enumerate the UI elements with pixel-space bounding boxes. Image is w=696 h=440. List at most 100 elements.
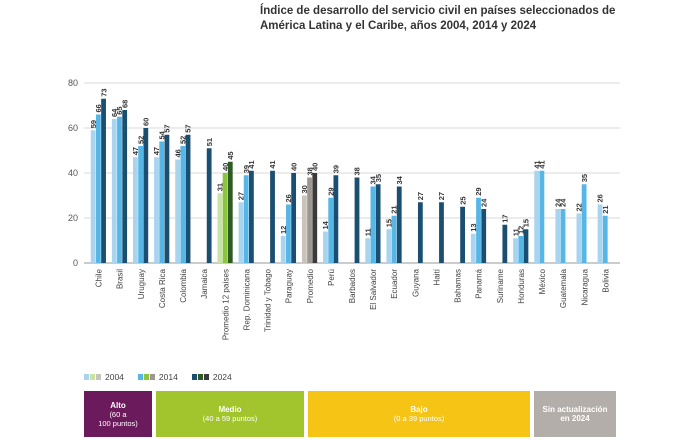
data-label: 26 — [596, 194, 605, 202]
legend-swatch — [84, 374, 89, 380]
data-label: 13 — [469, 223, 478, 231]
bar — [227, 161, 233, 263]
bar — [238, 202, 244, 263]
bar — [185, 134, 191, 263]
band-sin-actualizacion: Sin actualización en 2024 — [534, 391, 616, 437]
bar — [470, 233, 476, 263]
band-range: 100 puntos) — [98, 418, 138, 428]
data-label: 22 — [575, 203, 584, 211]
bar — [312, 173, 318, 263]
bar — [101, 98, 106, 263]
x-tick-label: Guatemala — [559, 268, 568, 308]
data-label: 41 — [247, 160, 256, 168]
data-label: 47 — [152, 147, 161, 155]
band-bajo: Bajo (0 a 39 puntos) — [308, 391, 530, 437]
x-tick-label: Promedio — [306, 268, 315, 303]
data-label: 41 — [268, 160, 277, 168]
band-range: (40 a 59 puntos) — [202, 414, 258, 423]
legend-swatch — [197, 374, 203, 380]
data-label: 17 — [501, 214, 510, 222]
bar — [222, 173, 228, 263]
x-tick-label: Colombia — [179, 268, 188, 302]
bar — [439, 202, 444, 263]
x-tick-label: Brasil — [116, 269, 125, 289]
data-label: 40 — [289, 163, 298, 171]
data-label: 41 — [538, 160, 547, 168]
data-label: 68 — [120, 100, 129, 108]
x-tick-label: Paraguay — [285, 269, 294, 303]
data-label: 15 — [522, 219, 531, 227]
data-label: 40 — [310, 163, 319, 171]
band-medio: Medio (40 a 59 puntos) — [156, 391, 304, 437]
bar — [460, 206, 465, 263]
band-name: Sin actualización — [542, 405, 608, 414]
data-label: 29 — [326, 187, 335, 195]
data-label: 27 — [237, 192, 246, 200]
data-label: 30 — [300, 185, 309, 193]
data-label: 54 — [157, 130, 166, 139]
legend-item-2014: 2014 — [137, 372, 178, 382]
x-tick-label: Guyana — [411, 268, 420, 297]
x-tick-label: Bolivia — [601, 268, 610, 292]
bar — [307, 177, 312, 263]
bar — [523, 229, 529, 263]
data-label: 29 — [474, 187, 483, 195]
x-tick-label: Panamá — [475, 268, 484, 298]
y-tick-label: 0 — [73, 258, 78, 268]
bar — [180, 146, 186, 263]
bar — [576, 213, 582, 263]
bar — [370, 186, 376, 263]
data-label: 73 — [99, 88, 108, 96]
data-label: 64 — [110, 108, 119, 117]
bar — [133, 157, 138, 263]
legend-swatch — [90, 374, 95, 380]
band-name: Medio — [218, 405, 242, 414]
data-label: 52 — [179, 136, 188, 144]
x-tick-label: Chile — [95, 268, 104, 287]
legend-swatch — [143, 374, 149, 380]
data-label: 21 — [601, 205, 610, 213]
bar — [534, 170, 540, 263]
band-name: Bajo — [410, 405, 428, 414]
bar — [301, 195, 307, 263]
band-range: (60 a — [109, 409, 127, 419]
data-label: 25 — [458, 196, 467, 204]
bar — [602, 215, 608, 263]
data-label: 52 — [136, 136, 145, 144]
bar — [243, 175, 249, 263]
bar — [217, 193, 223, 263]
x-tick-label: El Salvador — [369, 269, 378, 310]
data-label: 24 — [554, 198, 563, 207]
bar — [502, 224, 508, 263]
bar — [481, 209, 487, 263]
data-label: 38 — [353, 167, 362, 175]
data-label: 27 — [437, 192, 446, 200]
data-label: 31 — [216, 183, 225, 191]
legend-label: 2024 — [212, 372, 232, 382]
legend-swatch — [191, 374, 197, 380]
legend: 2004 2014 2024 — [84, 372, 246, 382]
bar — [581, 184, 587, 263]
data-label: 41 — [532, 160, 541, 168]
bar — [518, 236, 524, 263]
data-label: 35 — [374, 174, 383, 182]
chart-title-line-2: América Latina y el Caribe, años 2004, 2… — [260, 20, 537, 32]
bar — [206, 148, 212, 263]
data-label: 57 — [184, 124, 193, 132]
data-label: 26 — [284, 194, 293, 202]
bar — [597, 204, 603, 263]
data-label: 39 — [332, 165, 341, 173]
data-label: 14 — [321, 220, 330, 229]
data-label: 38 — [305, 167, 314, 175]
bar — [513, 238, 518, 263]
bar — [175, 159, 181, 263]
data-label: 57 — [163, 124, 172, 132]
bar — [391, 215, 397, 263]
x-tick-label: Nicaragua — [580, 268, 589, 305]
bar — [90, 130, 96, 263]
data-label: 11 — [511, 228, 520, 236]
data-label: 65 — [115, 106, 124, 114]
legend-swatch — [149, 374, 155, 380]
bar — [354, 177, 360, 263]
